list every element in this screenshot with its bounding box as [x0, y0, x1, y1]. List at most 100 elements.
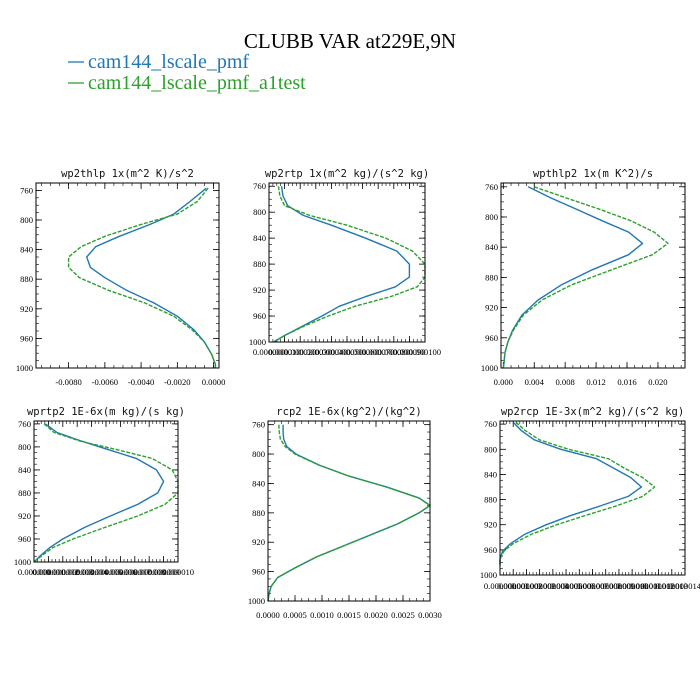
- y-tick-label: 800: [253, 207, 266, 217]
- figure-title: CLUBB VAR at229E,9N: [244, 29, 456, 53]
- x-tick-label: 0.000004: [537, 581, 570, 591]
- panel-5: rcp2 1E-6x(kg^2)/(kg^2) 760 800 840 880 920 96…: [248, 406, 442, 620]
- x-tick-label: -0.0080: [55, 377, 82, 387]
- y-tick-label: 1000: [248, 596, 265, 606]
- plot-frame: [500, 182, 686, 369]
- panel-title: wp2thlp 1x(m^2 K)/s^2: [61, 168, 194, 180]
- x-tick-label: 0.000002: [510, 581, 542, 591]
- x-tick-label: 0.000008: [590, 581, 622, 591]
- x-tick-label: 0.016: [617, 377, 637, 387]
- y-tick-label: 960: [20, 333, 33, 343]
- x-tick-label: 0.000001: [32, 567, 64, 577]
- x-tick-label: 0.000003: [61, 567, 93, 577]
- x-tick-label: 0.000009: [603, 581, 635, 591]
- x-tick-label: 0.000013: [656, 581, 688, 591]
- y-tick-label: 880: [252, 508, 265, 518]
- x-tick-label: 0.000080: [378, 347, 410, 357]
- x-tick-label: 0.0000: [256, 610, 280, 620]
- x-tick-label: 0.0015: [337, 610, 361, 620]
- x-tick-label: 0.004: [525, 377, 545, 387]
- x-tick-label: 0.000020: [284, 347, 316, 357]
- y-tick-label: 1000: [16, 363, 33, 373]
- y-tick-label: 760: [253, 181, 266, 191]
- x-tick-label: 0.0030: [418, 610, 442, 620]
- y-tick-label: 760: [485, 182, 498, 192]
- x-tick-label: 0.000: [494, 377, 513, 387]
- y-tick-label: 960: [252, 567, 265, 577]
- panel-title: wp2rcp 1E-3x(m^2 kg)/(s^2 kg): [501, 406, 684, 418]
- series-line-1: [273, 186, 411, 343]
- x-tick-label: 0.000070: [362, 347, 394, 357]
- plot-frame: [268, 182, 426, 343]
- x-tick-label: 0.000010: [616, 581, 648, 591]
- y-tick-label: 920: [252, 537, 265, 547]
- series-line-1: [267, 424, 431, 602]
- y-tick-label: 840: [253, 233, 266, 243]
- panel-4: wprtp2 1E-6x(m kg)/(s kg)760 800 840 880 920…: [14, 406, 194, 577]
- y-tick-label: 880: [253, 259, 266, 269]
- y-tick-label: 880: [485, 272, 498, 282]
- panel-2: wp2rtp 1x(m^2 kg)/(s^2 kg)760 800 840 880 92…: [249, 168, 441, 357]
- plot-frame: [35, 182, 220, 369]
- y-tick-label: 800: [20, 215, 33, 225]
- y-tick-label: 800: [485, 212, 498, 222]
- x-tick-label: 0.000090: [393, 347, 425, 357]
- x-tick-label: 0.000006: [563, 581, 596, 591]
- y-tick-label: 960: [18, 534, 31, 544]
- x-tick-label: 0.000008: [133, 567, 165, 577]
- x-tick-label: -0.0040: [128, 377, 155, 387]
- y-tick-label: 960: [253, 311, 266, 321]
- x-tick-label: 0.000005: [550, 581, 582, 591]
- y-tick-label: 960: [485, 333, 498, 343]
- panel-title: wp2rtp 1x(m^2 kg)/(s^2 kg): [265, 168, 429, 180]
- y-tick-label: 760: [18, 419, 31, 429]
- x-tick-label: 0.000010: [162, 567, 194, 577]
- x-tick-label: 0.000000: [253, 347, 285, 357]
- plot-frame: [33, 420, 179, 563]
- x-tick-label: 0.0020: [364, 610, 388, 620]
- x-tick-label: 0.020: [648, 377, 667, 387]
- y-tick-label: 1000: [481, 363, 498, 373]
- y-tick-label: 840: [20, 245, 33, 255]
- x-tick-label: 0.000005: [90, 567, 122, 577]
- x-tick-label: 0.000050: [331, 347, 363, 357]
- x-tick-label: 0.000003: [524, 581, 556, 591]
- series-line-2: [67, 187, 217, 368]
- panel-6: wp2rcp 1E-3x(m^2 kg)/(s^2 kg) 760 800 840 88…: [480, 406, 700, 591]
- legend-label-2: cam144_lscale_pmf_a1test: [88, 72, 306, 94]
- x-tick-label: 0.000001: [497, 581, 529, 591]
- x-tick-label: 0.000030: [300, 347, 332, 357]
- x-tick-label: 0.000007: [119, 567, 152, 577]
- x-tick-label: 0.000007: [576, 581, 609, 591]
- x-tick-label: 0.000004: [75, 567, 108, 577]
- x-tick-label: 0.000100: [409, 347, 441, 357]
- series-line-1: [502, 186, 644, 369]
- x-tick-label: 0.000000: [18, 567, 50, 577]
- plot-frame: [499, 420, 686, 576]
- y-tick-label: 920: [253, 285, 266, 295]
- y-tick-label: 880: [484, 495, 497, 505]
- y-tick-label: 880: [20, 274, 33, 284]
- x-tick-label: 0.000006: [104, 567, 137, 577]
- y-tick-label: 800: [252, 449, 265, 459]
- y-tick-label: 960: [484, 545, 497, 555]
- y-tick-label: 840: [484, 469, 497, 479]
- x-tick-label: 0.000011: [629, 581, 661, 591]
- x-tick-label: 0.000010: [268, 347, 300, 357]
- y-tick-label: 760: [252, 420, 265, 430]
- legend-label-1: cam144_lscale_pmf: [88, 51, 249, 73]
- y-tick-label: 840: [18, 465, 31, 475]
- y-tick-label: 920: [20, 304, 33, 314]
- x-tick-label: 0.008: [555, 377, 574, 387]
- series-line-1: [85, 187, 217, 368]
- x-tick-label: 0.012: [586, 377, 605, 387]
- x-tick-label: 0.000002: [47, 567, 79, 577]
- x-tick-label: 0.000000: [484, 581, 516, 591]
- y-tick-label: 920: [485, 303, 498, 313]
- x-tick-label: 0.000040: [315, 347, 347, 357]
- x-tick-label: 0.000014: [669, 581, 700, 591]
- x-tick-label: 0.000012: [642, 581, 674, 591]
- y-tick-label: 800: [18, 442, 31, 452]
- panel-1: wp2thlp 1x(m^2 K)/s^2 760 800 840 880 920 960 1…: [16, 168, 226, 387]
